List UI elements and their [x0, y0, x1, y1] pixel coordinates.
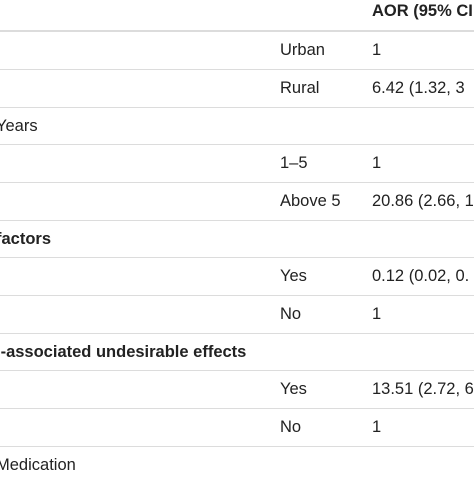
- section-label: Years: [0, 117, 38, 135]
- section-label: factors: [0, 230, 52, 248]
- table-row: Yes 13.51 (2.72, 6: [0, 370, 474, 407]
- aor-cell: 1: [372, 41, 382, 59]
- aor-cell: 1: [372, 154, 382, 172]
- aor-cell: 13.51 (2.72, 6: [372, 380, 474, 398]
- level-cell: 1–5: [280, 154, 308, 172]
- section-row: Medication: [0, 446, 474, 483]
- level-cell: No: [280, 305, 302, 323]
- section-label: Medication: [0, 456, 76, 474]
- section-row: l-associated undesirable effects: [0, 333, 474, 370]
- section-label: l-associated undesirable effects: [0, 343, 247, 361]
- table-header-row: AOR (95% CI: [0, 0, 474, 31]
- table-row: 1–5 1: [0, 144, 474, 181]
- aor-cell: 0.12 (0.02, 0.: [372, 267, 470, 285]
- table-row: No 1: [0, 295, 474, 332]
- table-row: Above 5 20.86 (2.66, 1: [0, 182, 474, 219]
- level-cell: Yes: [280, 380, 307, 398]
- aor-cell: 6.42 (1.32, 3: [372, 79, 465, 97]
- table-row: No 1: [0, 408, 474, 445]
- level-cell: Yes: [280, 267, 307, 285]
- aor-cell: 1: [372, 305, 382, 323]
- level-cell: Above 5: [280, 192, 341, 210]
- level-cell: No: [280, 418, 302, 436]
- aor-column-header: AOR (95% CI: [372, 2, 473, 20]
- section-row: factors: [0, 220, 474, 257]
- table-row: Rural 6.42 (1.32, 3: [0, 69, 474, 106]
- aor-cell: 20.86 (2.66, 1: [372, 192, 474, 210]
- section-row: Years: [0, 107, 474, 144]
- aor-cell: 1: [372, 418, 382, 436]
- table-row: Yes 0.12 (0.02, 0.: [0, 257, 474, 294]
- level-cell: Urban: [280, 41, 325, 59]
- level-cell: Rural: [280, 79, 320, 97]
- table-row: Urban 1: [0, 31, 474, 68]
